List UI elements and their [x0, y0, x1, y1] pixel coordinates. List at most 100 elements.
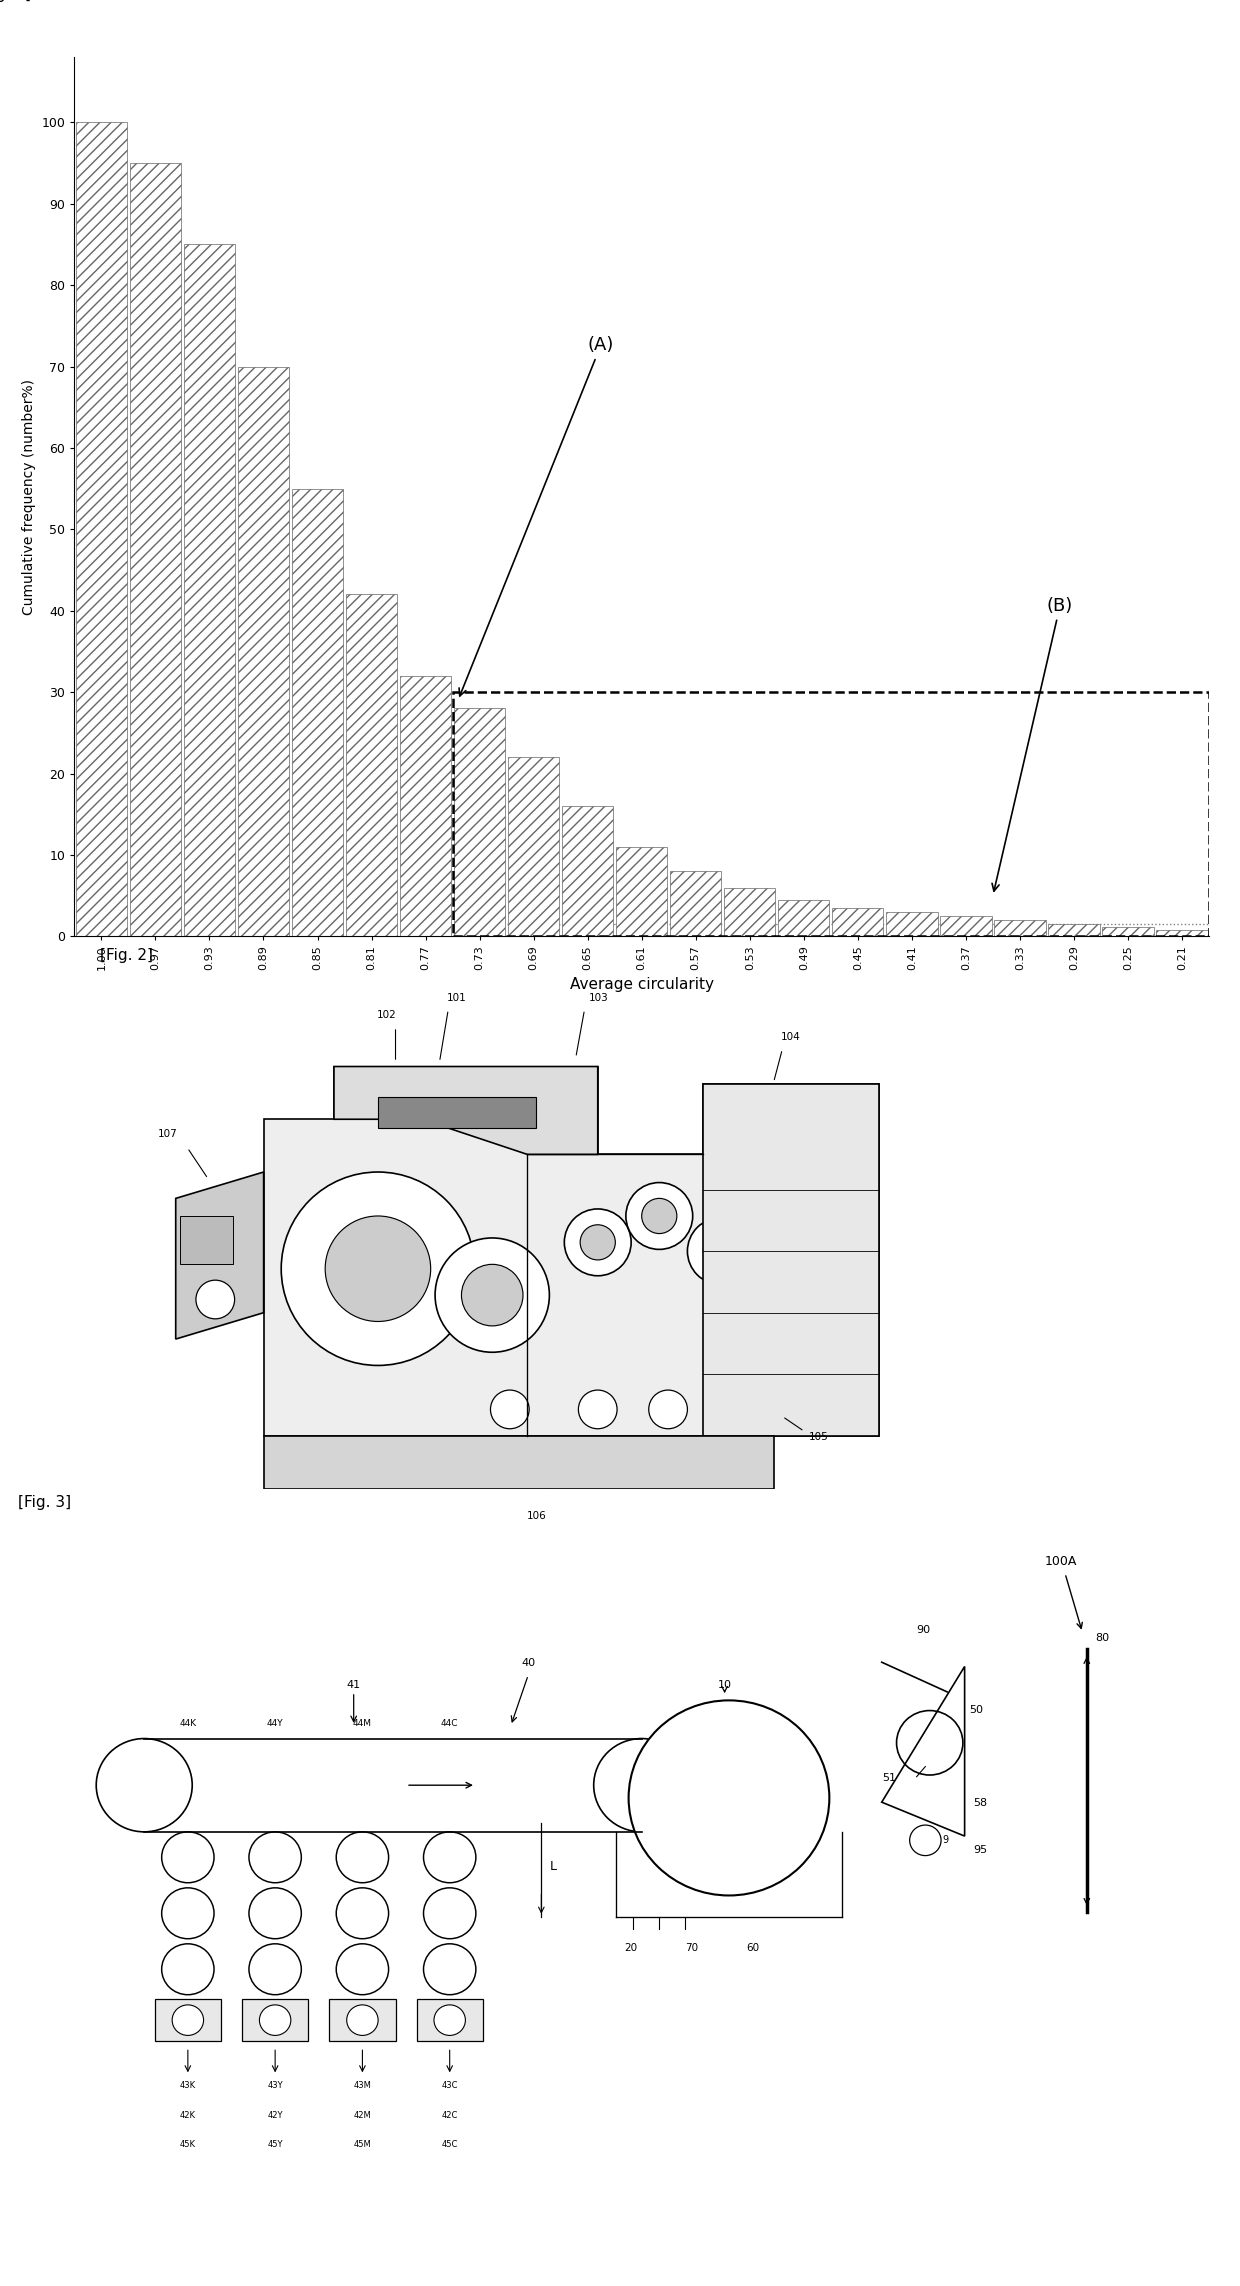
Circle shape: [461, 1264, 523, 1326]
Bar: [180, 1216, 233, 1264]
Bar: [184, 245, 236, 937]
Circle shape: [336, 1831, 388, 1884]
Circle shape: [424, 1888, 476, 1939]
Circle shape: [491, 1390, 529, 1429]
Circle shape: [172, 2005, 203, 2035]
Bar: [508, 757, 559, 937]
Bar: [779, 901, 830, 937]
Text: 51: 51: [882, 1774, 895, 1783]
Bar: [264, 1436, 774, 1488]
Bar: [401, 677, 451, 937]
Circle shape: [336, 1943, 388, 1996]
Text: 44Y: 44Y: [267, 1719, 284, 1728]
Bar: [1157, 930, 1208, 937]
Text: 42K: 42K: [180, 2110, 196, 2119]
Bar: [130, 162, 181, 937]
Circle shape: [161, 1831, 215, 1884]
Text: 42M: 42M: [353, 2110, 371, 2119]
Text: 40: 40: [521, 1657, 536, 1669]
Text: (B): (B): [992, 597, 1073, 892]
Text: 58: 58: [973, 1799, 987, 1808]
Circle shape: [161, 1943, 215, 1996]
Text: 45Y: 45Y: [268, 2140, 283, 2149]
Circle shape: [336, 1888, 388, 1939]
Circle shape: [97, 1740, 192, 1831]
Polygon shape: [264, 1068, 879, 1436]
Bar: [724, 887, 775, 937]
Bar: [330, 1998, 396, 2041]
Circle shape: [594, 1740, 689, 1831]
Polygon shape: [176, 1173, 264, 1340]
Text: 45C: 45C: [441, 2140, 458, 2149]
Bar: [832, 908, 883, 937]
Bar: [346, 594, 397, 937]
Bar: [562, 807, 614, 937]
Text: [Fig. 3]: [Fig. 3]: [17, 1495, 71, 1509]
Circle shape: [703, 1234, 738, 1269]
Circle shape: [249, 1888, 301, 1939]
Text: 43Y: 43Y: [268, 2080, 283, 2089]
Text: 105: 105: [808, 1433, 828, 1442]
Polygon shape: [334, 1068, 598, 1154]
Circle shape: [435, 1239, 549, 1353]
Text: 50: 50: [968, 1705, 983, 1714]
X-axis label: Average circularity: Average circularity: [569, 976, 714, 992]
Bar: [242, 1998, 309, 2041]
Bar: [417, 1998, 482, 2041]
Text: 20: 20: [624, 1943, 637, 1952]
Text: [Fig. 2]: [Fig. 2]: [100, 949, 153, 962]
Bar: [1102, 926, 1153, 937]
Bar: [703, 1084, 879, 1436]
Circle shape: [910, 1824, 941, 1856]
Text: 44C: 44C: [441, 1719, 459, 1728]
Bar: [155, 1998, 221, 2041]
Circle shape: [687, 1218, 754, 1285]
Text: 107: 107: [159, 1129, 177, 1138]
Bar: [454, 709, 505, 937]
Bar: [940, 917, 992, 937]
Text: 90: 90: [916, 1625, 931, 1634]
Text: (A): (A): [459, 336, 614, 695]
Circle shape: [629, 1701, 830, 1895]
Circle shape: [578, 1390, 618, 1429]
Text: 42Y: 42Y: [268, 2110, 283, 2119]
Text: 80: 80: [1096, 1632, 1110, 1644]
Text: 43K: 43K: [180, 2080, 196, 2089]
Text: 43C: 43C: [441, 2080, 458, 2089]
Text: 103: 103: [589, 992, 609, 1004]
Circle shape: [564, 1209, 631, 1276]
Bar: [616, 846, 667, 937]
Text: 101: 101: [448, 992, 467, 1004]
Text: 106: 106: [526, 1511, 546, 1520]
Text: 45K: 45K: [180, 2140, 196, 2149]
Text: 104: 104: [781, 1033, 801, 1042]
Text: L: L: [551, 1861, 557, 1872]
Circle shape: [897, 1710, 963, 1774]
Circle shape: [325, 1216, 430, 1321]
Text: 100A: 100A: [1044, 1554, 1076, 1568]
Text: 10: 10: [718, 1680, 732, 1689]
Text: 45M: 45M: [353, 2140, 371, 2149]
Circle shape: [161, 1888, 215, 1939]
Bar: [76, 121, 126, 937]
Circle shape: [642, 1198, 677, 1234]
Circle shape: [281, 1173, 475, 1365]
Text: 44K: 44K: [180, 1719, 196, 1728]
Text: 42C: 42C: [441, 2110, 458, 2119]
Circle shape: [249, 1831, 301, 1884]
Circle shape: [196, 1280, 234, 1319]
Y-axis label: Cumulative frequency (number%): Cumulative frequency (number%): [22, 379, 36, 615]
Bar: [291, 489, 343, 937]
Text: 44M: 44M: [353, 1719, 372, 1728]
Bar: [887, 912, 937, 937]
Circle shape: [580, 1225, 615, 1260]
Text: 9: 9: [942, 1836, 949, 1845]
Circle shape: [424, 1943, 476, 1996]
Circle shape: [649, 1390, 687, 1429]
Circle shape: [424, 1831, 476, 1884]
Text: 60: 60: [746, 1943, 760, 1952]
Circle shape: [347, 2005, 378, 2035]
Text: 43M: 43M: [353, 2080, 371, 2089]
Bar: [238, 366, 289, 937]
Circle shape: [249, 1943, 301, 1996]
